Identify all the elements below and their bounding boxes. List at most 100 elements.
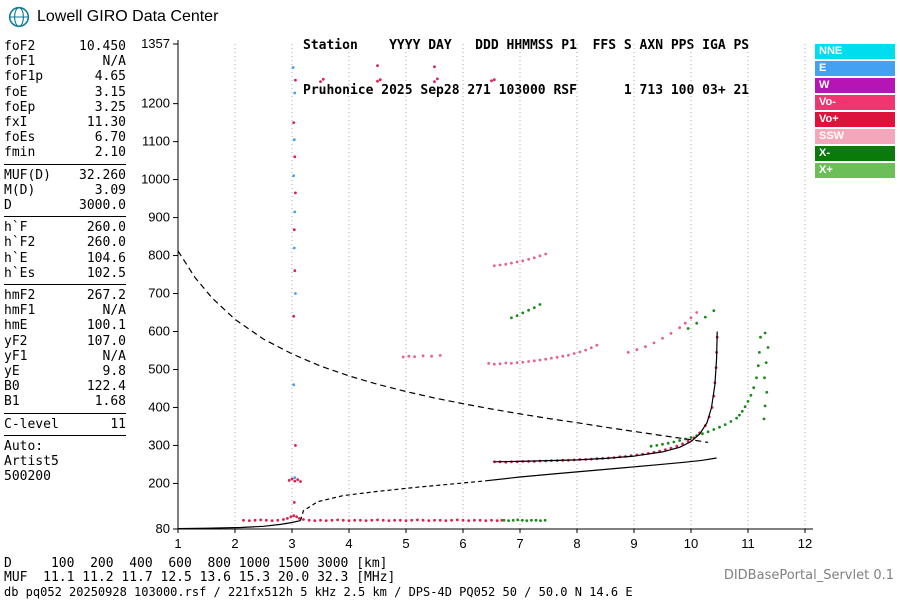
param-label: h`F bbox=[4, 220, 28, 236]
x-tick-label: 1 bbox=[174, 536, 181, 551]
param-label: fmin bbox=[4, 145, 36, 161]
param-row: hmF2 267.2 bbox=[4, 288, 126, 303]
x-tick-label: 5 bbox=[402, 536, 409, 551]
x-tick-label: 3 bbox=[288, 536, 295, 551]
file-info: db pq052 20250928 103000.rsf / 221fx512h… bbox=[4, 585, 633, 599]
station-header: Station YYYY DAY DDD HHMMSS P1 FFS S AXN… bbox=[303, 8, 749, 113]
x-tick-label: 6 bbox=[459, 536, 466, 551]
divider bbox=[4, 163, 126, 165]
series-x-spread-right bbox=[762, 331, 770, 421]
param-label: B1 bbox=[4, 394, 20, 410]
series-noise-top-row bbox=[319, 64, 496, 83]
param-label: foEp bbox=[4, 99, 36, 115]
param-value: 102.5 bbox=[86, 265, 126, 281]
x-tick-label: 12 bbox=[798, 536, 812, 551]
legend-item-w: W bbox=[815, 78, 895, 93]
legend-item-vo: Vo- bbox=[815, 95, 895, 110]
param-value: 3.09 bbox=[94, 182, 126, 198]
param-value: 100.1 bbox=[86, 318, 126, 334]
series-noise-column-pink bbox=[292, 78, 297, 504]
param-row: M(D) 3.09 bbox=[4, 183, 126, 198]
series-noise-column-blue bbox=[291, 66, 297, 480]
series-es-trace-x bbox=[502, 518, 547, 522]
series-f-third-order bbox=[492, 252, 548, 268]
param-value: N/A bbox=[102, 54, 126, 70]
y-tick-label: 800 bbox=[148, 248, 170, 263]
series-profile-valley bbox=[299, 480, 486, 521]
series-f-trace-x bbox=[649, 335, 762, 448]
param-value: 11 bbox=[110, 416, 126, 432]
param-panel: foF2 10.450 foF1 N/A foF1p 4.65 foE 3.15 foEp 3.2… bbox=[4, 39, 126, 484]
series-es-second-hop bbox=[287, 477, 302, 483]
series-es-trace-o bbox=[242, 514, 504, 522]
param-value: 6.70 bbox=[94, 130, 126, 146]
param-value: 260.0 bbox=[86, 235, 126, 251]
param-row: yF2 107.0 bbox=[4, 334, 126, 349]
auto-block: Auto: Artist5 500200 bbox=[4, 439, 126, 485]
param-value: 267.2 bbox=[86, 288, 126, 304]
divider bbox=[4, 412, 126, 414]
param-label: hmF1 bbox=[4, 303, 36, 319]
param-value: 3.15 bbox=[94, 84, 126, 100]
y-tick-label: 400 bbox=[148, 399, 170, 414]
y-tick-label: 1000 bbox=[141, 172, 170, 187]
legend: NNE E W Vo- Vo+ SSW X- X+ bbox=[815, 44, 895, 180]
distance-row: D 100 200 400 600 800 1000 1500 3000 [km… bbox=[4, 556, 388, 571]
series-trace-fit bbox=[494, 331, 718, 463]
param-value: 3.25 bbox=[94, 99, 126, 115]
param-row: h`E 104.6 bbox=[4, 251, 126, 266]
divider bbox=[4, 434, 126, 436]
app-title: Lowell GIRO Data Center bbox=[37, 8, 219, 25]
param-label: foEs bbox=[4, 130, 36, 146]
param-value: 107.0 bbox=[86, 333, 126, 349]
param-row: fxI 11.30 bbox=[4, 115, 126, 130]
param-row: hmE 100.1 bbox=[4, 318, 126, 333]
param-label: hmE bbox=[4, 318, 28, 334]
param-label: C-level bbox=[4, 416, 59, 432]
param-label: B0 bbox=[4, 379, 20, 395]
series-f-second-x-mid bbox=[510, 303, 542, 320]
param-value: N/A bbox=[102, 348, 126, 364]
x-tick-label: 7 bbox=[516, 536, 523, 551]
param-row: h`F2 260.0 bbox=[4, 235, 126, 250]
series-profile-f-region bbox=[485, 457, 717, 482]
muf-row: MUF 11.1 11.2 11.7 12.5 13.6 15.3 20.0 3… bbox=[4, 570, 396, 585]
param-value: 32.260 bbox=[79, 167, 126, 183]
param-label: yF2 bbox=[4, 333, 28, 349]
param-row: fmin 2.10 bbox=[4, 145, 126, 160]
param-row: h`F 260.0 bbox=[4, 220, 126, 235]
param-label: foE bbox=[4, 84, 28, 100]
param-value: 2.10 bbox=[94, 145, 126, 161]
param-value: 122.4 bbox=[86, 379, 126, 395]
legend-item-nne: NNE bbox=[815, 44, 895, 59]
param-panel-groups: foF2 10.450 foF1 N/A foF1p 4.65 foE 3.15 foEp 3.2… bbox=[4, 39, 126, 436]
param-value: N/A bbox=[102, 303, 126, 319]
param-row: C-level 11 bbox=[4, 417, 126, 432]
series-f-second-order bbox=[401, 343, 599, 366]
param-label: h`F2 bbox=[4, 235, 36, 251]
param-row: B0 122.4 bbox=[4, 379, 126, 394]
param-label: D bbox=[4, 198, 12, 214]
x-tick-label: 4 bbox=[345, 536, 352, 551]
y-tick-label: 600 bbox=[148, 324, 170, 339]
param-label: foF1p bbox=[4, 69, 44, 85]
param-label: M(D) bbox=[4, 182, 36, 198]
param-label: foF1 bbox=[4, 54, 36, 70]
y-tick-label: 200 bbox=[148, 475, 170, 490]
divider bbox=[4, 216, 126, 218]
param-row: foF1 N/A bbox=[4, 54, 126, 69]
param-label: h`E bbox=[4, 250, 28, 266]
auto-label: Auto: bbox=[4, 438, 44, 454]
series-muf-transmission-curve bbox=[177, 250, 709, 443]
param-value: 11.30 bbox=[86, 115, 126, 131]
auto-version: 500200 bbox=[4, 469, 51, 485]
station-header-columns: Station YYYY DAY DDD HHMMSS P1 FFS S AXN… bbox=[303, 38, 750, 53]
param-row: foF1p 4.65 bbox=[4, 69, 126, 84]
param-label: h`Es bbox=[4, 265, 36, 281]
param-label: MUF(D) bbox=[4, 167, 51, 183]
app-logo: Lowell GIRO Data Center bbox=[8, 6, 218, 28]
param-value: 104.6 bbox=[86, 250, 126, 266]
y-tick-label: 1100 bbox=[142, 134, 170, 149]
param-row: foEp 3.25 bbox=[4, 100, 126, 115]
y-tick-label: 700 bbox=[148, 286, 170, 301]
